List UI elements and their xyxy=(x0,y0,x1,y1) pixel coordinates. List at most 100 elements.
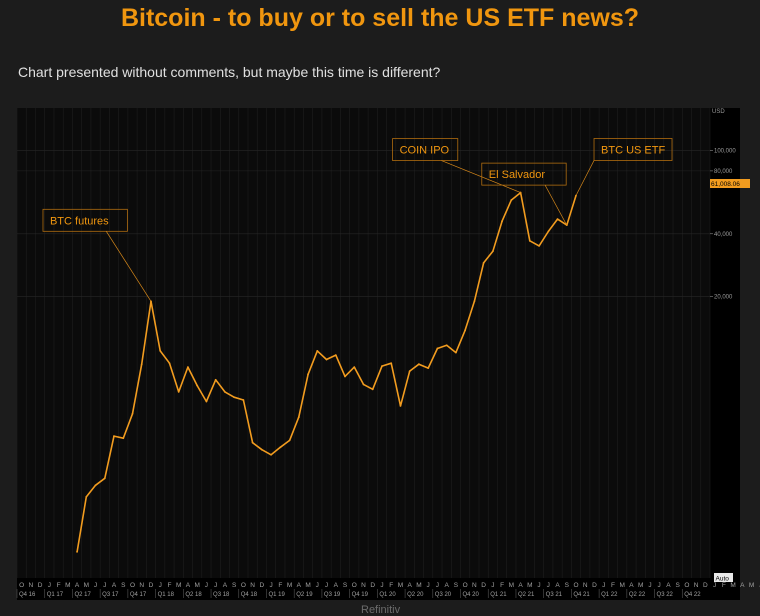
x-quarter-label: Q2 22 xyxy=(629,592,646,598)
x-month-label: J xyxy=(380,582,383,589)
x-month-label: A xyxy=(555,582,560,589)
x-month-label: N xyxy=(583,582,588,589)
x-month-label: J xyxy=(427,582,430,589)
x-month-label: J xyxy=(316,582,319,589)
price-point xyxy=(177,391,180,393)
x-quarter-label: Q2 18 xyxy=(185,592,202,598)
x-quarter-label: Q4 19 xyxy=(352,592,369,598)
x-month-label: J xyxy=(602,582,605,589)
auto-scale-button[interactable]: Auto xyxy=(714,573,733,583)
x-month-label: A xyxy=(75,582,80,589)
source-credit: Refinitiv xyxy=(361,604,401,616)
x-month-label: M xyxy=(509,582,514,589)
x-month-label: M xyxy=(749,582,754,589)
x-quarter-label: Q1 19 xyxy=(268,592,285,598)
price-point xyxy=(362,383,365,386)
price-point xyxy=(418,363,420,366)
x-month-label: O xyxy=(19,582,24,589)
x-month-label: A xyxy=(629,582,634,589)
x-month-label: A xyxy=(666,582,671,589)
annotation: BTC futures xyxy=(42,208,152,302)
x-month-label: M xyxy=(65,582,70,589)
y-axis: USD 100,000 80,000 40,000 20,000 xyxy=(710,109,736,301)
x-month-label: F xyxy=(500,582,504,589)
x-month-label: J xyxy=(159,582,162,589)
annotation-box xyxy=(42,208,128,232)
x-quarter-label: Q4 20 xyxy=(463,592,480,598)
x-month-label: N xyxy=(250,582,255,589)
x-month-label: S xyxy=(454,582,459,589)
x-quarter-label: Q3 22 xyxy=(657,592,674,598)
annotation-box xyxy=(392,138,459,161)
page-title: Bitcoin - to buy or to sell the US ETF n… xyxy=(120,4,640,32)
price-point xyxy=(94,484,97,487)
price-point xyxy=(556,218,559,221)
x-quarter-label: Q3 19 xyxy=(324,592,341,598)
annotation-box xyxy=(593,138,673,161)
price-point xyxy=(113,435,115,438)
x-month-label: S xyxy=(121,582,126,589)
y-tick-label: 40,000 xyxy=(714,232,733,238)
price-point xyxy=(371,388,374,391)
x-month-label: D xyxy=(592,582,597,589)
x-quarter-label: Q3 18 xyxy=(213,592,230,598)
x-month-label: F xyxy=(389,582,393,589)
x-month-label: J xyxy=(648,582,651,589)
x-month-label: J xyxy=(436,582,439,589)
price-point xyxy=(279,446,282,449)
x-month-label: M xyxy=(305,582,310,589)
price-point xyxy=(491,250,494,253)
price-point xyxy=(307,373,309,376)
price-point xyxy=(381,365,383,368)
x-quarter-label: Q3 21 xyxy=(546,592,563,598)
price-point xyxy=(260,448,263,451)
x-month-label: J xyxy=(658,582,661,589)
price-point xyxy=(538,244,540,247)
price-point xyxy=(464,329,467,332)
x-quarter-label: Q2 21 xyxy=(518,592,535,598)
price-point xyxy=(455,351,457,354)
price-point xyxy=(547,230,550,233)
x-month-label: J xyxy=(325,582,328,589)
x-quarter-label: Q1 20 xyxy=(379,592,396,598)
x-month-label: O xyxy=(352,582,357,589)
x-month-label: M xyxy=(416,582,421,589)
price-point xyxy=(408,370,411,373)
x-month-label: A xyxy=(740,582,745,589)
x-month-label: M xyxy=(194,582,199,589)
x-quarter-label: Q4 17 xyxy=(130,592,147,598)
grid-lines xyxy=(16,108,711,578)
x-month-label: M xyxy=(84,582,89,589)
x-month-label: M xyxy=(638,582,643,589)
price-point xyxy=(427,367,430,369)
x-month-label: M xyxy=(176,582,181,589)
x-month-label: A xyxy=(112,582,117,589)
annotation: BTC US ETF xyxy=(575,138,673,196)
price-point xyxy=(501,220,503,222)
x-quarter-label: Q1 18 xyxy=(158,592,175,598)
x-month-label: J xyxy=(713,582,716,589)
price-point xyxy=(76,551,78,553)
last-price-badge: 61,008.06 xyxy=(710,179,750,188)
price-point xyxy=(297,416,300,419)
x-month-label: J xyxy=(48,582,51,589)
x-quarter-label: Q4 22 xyxy=(684,592,701,598)
annotation-leader xyxy=(575,160,595,196)
annotation-label: BTC futures xyxy=(50,215,109,227)
x-month-label: O xyxy=(463,582,468,589)
x-month-label: J xyxy=(547,582,550,589)
x-month-label: N xyxy=(139,582,144,589)
x-month-label: O xyxy=(130,582,135,589)
price-point xyxy=(85,496,88,498)
x-month-label: M xyxy=(730,582,735,589)
price-point xyxy=(334,354,337,357)
price-point xyxy=(214,378,217,381)
x-month-label: D xyxy=(149,582,154,589)
x-month-label: A xyxy=(444,582,449,589)
x-month-label: J xyxy=(491,582,494,589)
x-month-label: A xyxy=(223,582,228,589)
annotation-leader xyxy=(105,231,152,302)
annotations: BTC futures COIN IPO El Salvador BTC US ETF xyxy=(42,138,673,302)
x-quarter-label: Q2 17 xyxy=(74,592,91,598)
